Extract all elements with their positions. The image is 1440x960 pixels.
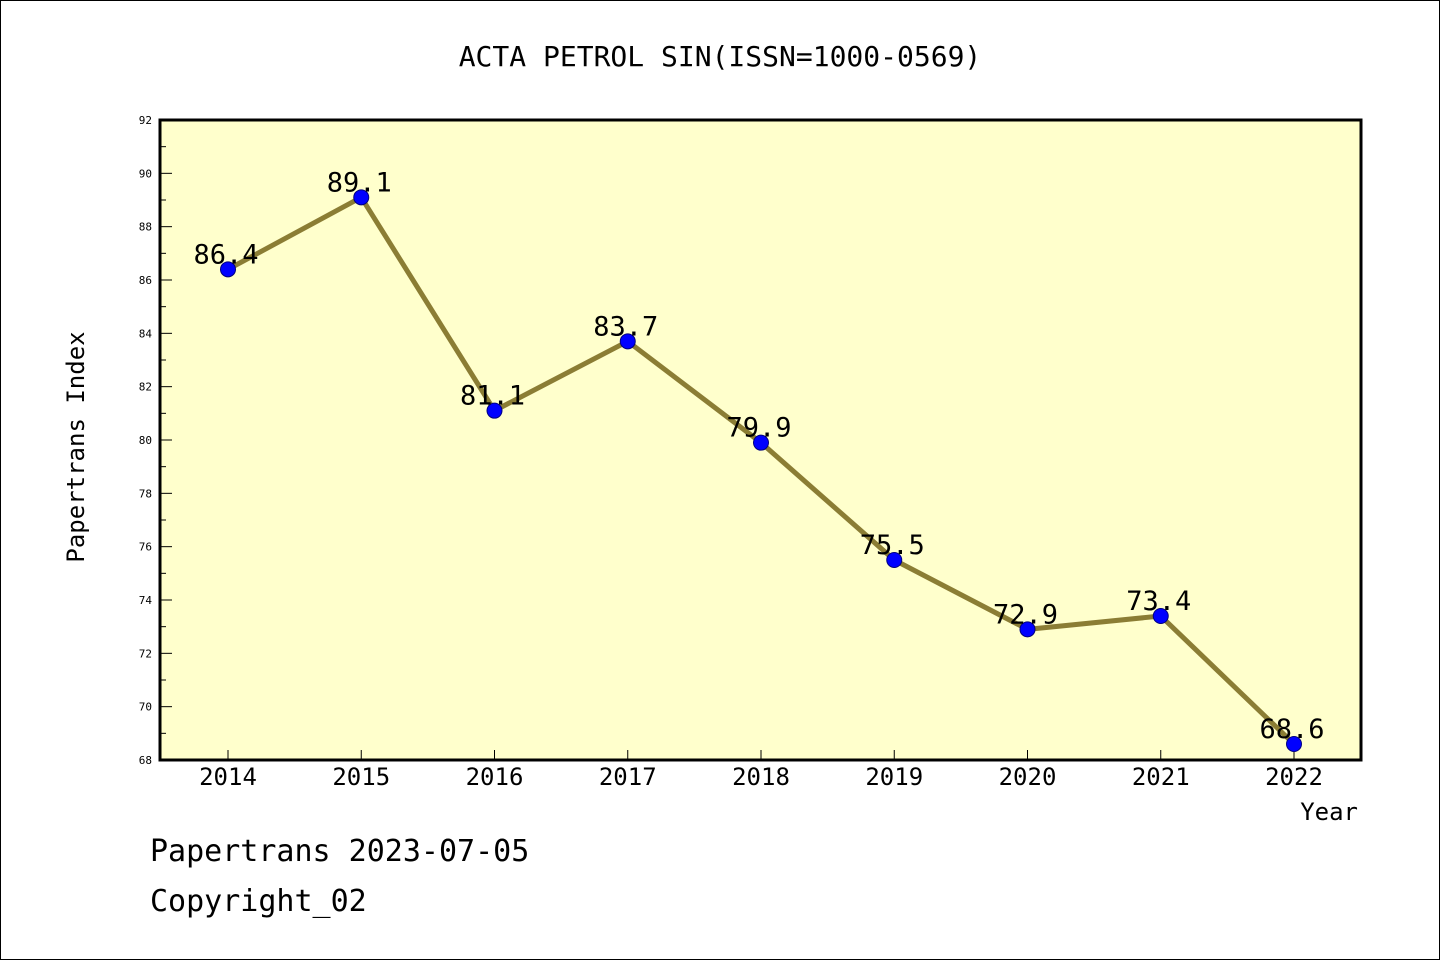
y-tick-label: 88: [139, 221, 152, 234]
data-point-marker: [1286, 736, 1302, 752]
data-point-marker: [1152, 608, 1169, 624]
x-tick-label: 2021: [1132, 763, 1190, 791]
data-label: 72.9: [993, 599, 1058, 630]
y-tick-label: 86: [139, 274, 152, 287]
data-point-marker: [353, 189, 370, 206]
y-tick-label: 68: [139, 754, 152, 767]
y-tick-label: 84: [139, 327, 153, 340]
x-tick-label: 2018: [732, 763, 790, 791]
x-tick-label: 2014: [199, 763, 257, 791]
data-point-marker: [886, 552, 903, 568]
x-tick-label: 2016: [466, 763, 524, 791]
data-label: 79.9: [726, 413, 791, 444]
data-labels: 86.4 89.1 81.1 83.7 79.9 75.5 72.9 73.4 68.6: [193, 167, 1324, 745]
y-axis-label: Papertrans Index: [62, 331, 90, 562]
data-label: 73.4: [1126, 586, 1191, 617]
chart-title: ACTA PETROL SIN(ISSN=1000-0569): [459, 40, 982, 73]
plot-area: [158, 118, 1363, 762]
x-tick-label: 2022: [1265, 763, 1323, 791]
x-tick-label: 2020: [999, 763, 1057, 791]
data-label: 68.6: [1259, 714, 1324, 745]
x-tick-label: 2015: [332, 763, 390, 791]
y-tick-label: 92: [139, 114, 152, 127]
data-point-marker: [1019, 621, 1036, 638]
footer-copyright-line: Copyright_02: [150, 884, 367, 919]
y-tick-label: 70: [139, 701, 152, 714]
y-tick-label: 82: [139, 381, 152, 394]
data-point-marker: [619, 333, 636, 350]
series-group: [220, 189, 1302, 752]
y-axis-ticks: 68 70 72 74 76 78 80 82 84 86 88 90 92: [139, 114, 172, 767]
y-tick-label: 78: [139, 487, 152, 500]
x-tick-label: 2017: [599, 763, 657, 791]
data-label: 75.5: [860, 530, 925, 561]
x-axis-label: Year: [1300, 798, 1358, 826]
footer-date-line: Papertrans 2023-07-05: [150, 834, 530, 869]
y-tick-label: 72: [139, 647, 152, 660]
data-label: 86.4: [193, 239, 258, 270]
y-tick-label: 90: [139, 167, 152, 180]
data-point-marker: [220, 261, 236, 278]
data-point-marker: [753, 434, 769, 451]
data-label: 83.7: [593, 311, 658, 342]
y-tick-label: 80: [139, 434, 152, 447]
x-tick-label: 2019: [865, 763, 923, 791]
x-axis-ticks: 2014 2015 2016 2017 2018 2019 2020 2021 2022: [199, 750, 1323, 791]
data-label: 81.1: [460, 381, 525, 412]
data-point-marker: [486, 402, 503, 419]
data-label: 89.1: [327, 167, 392, 198]
y-tick-label: 74: [139, 594, 153, 607]
y-tick-label: 76: [139, 541, 152, 554]
